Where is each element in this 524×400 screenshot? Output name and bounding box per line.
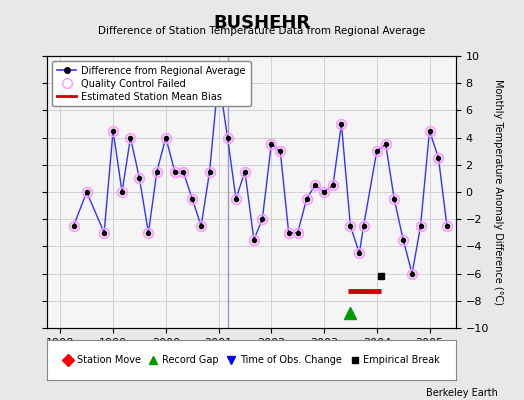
Text: Difference of Station Temperature Data from Regional Average: Difference of Station Temperature Data f… bbox=[99, 26, 425, 36]
Text: Berkeley Earth: Berkeley Earth bbox=[426, 388, 498, 398]
Text: BUSHEHR: BUSHEHR bbox=[213, 14, 311, 32]
Y-axis label: Monthly Temperature Anomaly Difference (°C): Monthly Temperature Anomaly Difference (… bbox=[493, 79, 503, 305]
Legend: Difference from Regional Average, Quality Control Failed, Estimated Station Mean: Difference from Regional Average, Qualit… bbox=[52, 61, 250, 106]
Legend: Station Move, Record Gap, Time of Obs. Change, Empirical Break: Station Move, Record Gap, Time of Obs. C… bbox=[59, 351, 444, 369]
